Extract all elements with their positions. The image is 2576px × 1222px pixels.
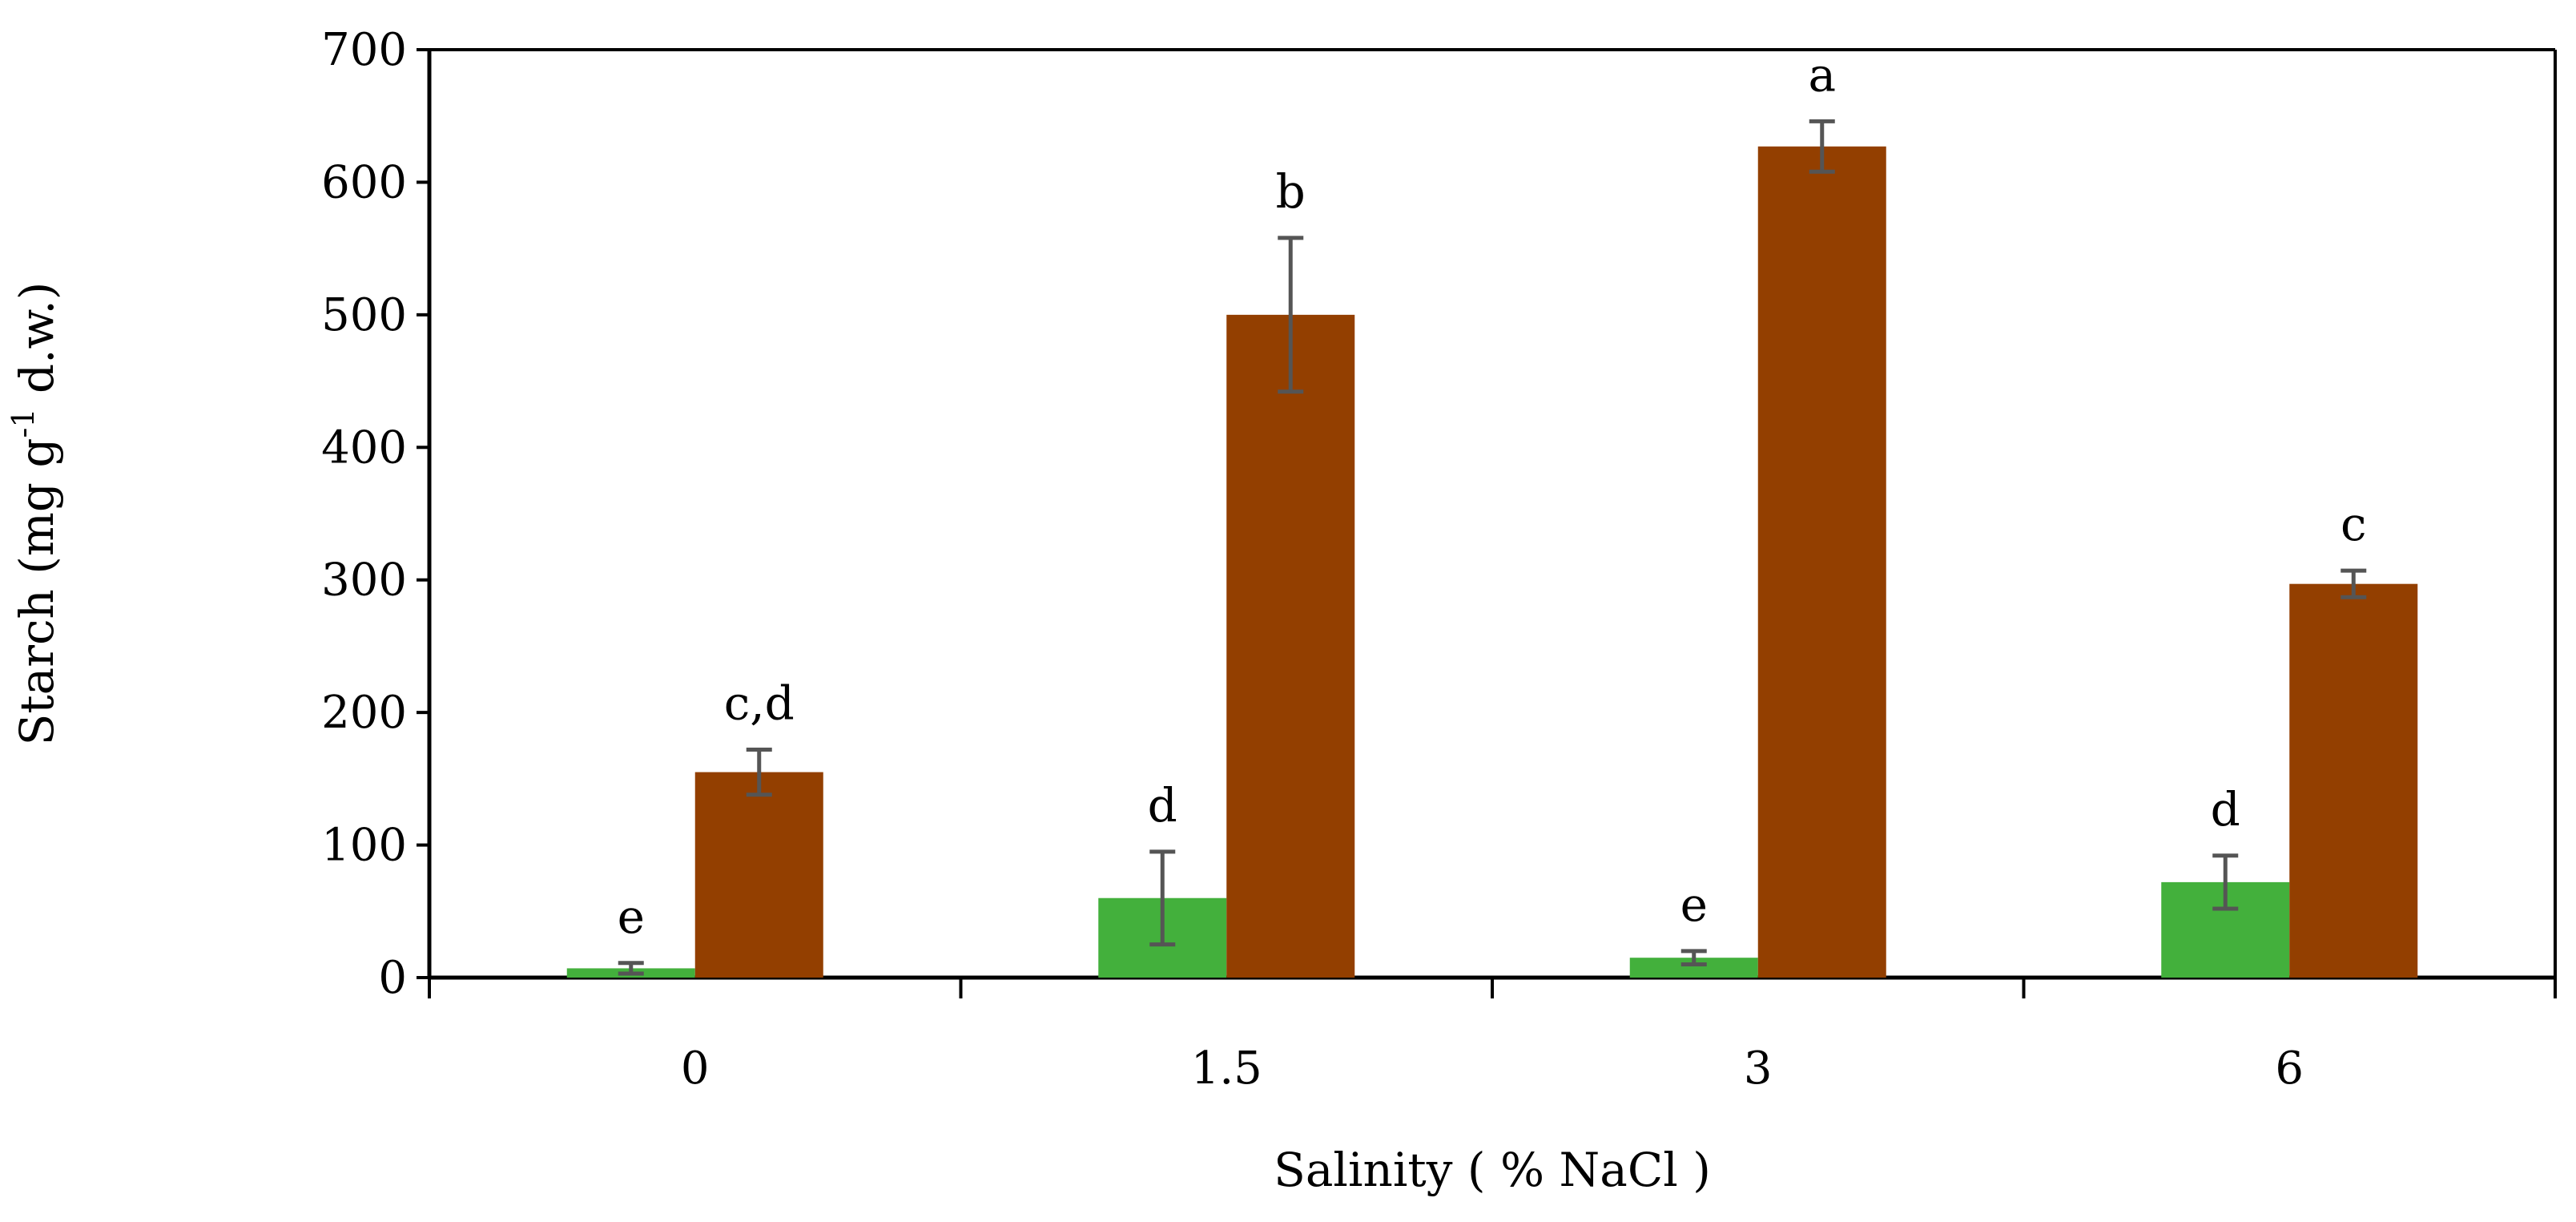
y-tick-label: 300 [321,555,407,607]
x-axis-title: Salinity ( % NaCl ) [1274,1143,1711,1197]
x-tick-label: 0 [681,1043,710,1095]
x-ticks [428,978,2557,998]
significance-label-series-green-0: e [618,889,645,944]
significance-label-series-brown-3: c [2341,497,2366,551]
y-tick-labels: 0 100 200 300 400 500 600 700 [321,24,407,1004]
y-tick-label: 400 [321,421,407,474]
significance-label-series-brown-2: a [1808,47,1836,102]
error-bars [618,119,2367,976]
y-axis-title-tail: d.w.) [10,282,64,409]
y-tick-label: 200 [321,687,407,739]
x-tick-labels: 0 1.5 3 6 [681,1043,2304,1095]
bar-series-brown-1 [1226,314,1355,978]
significance-label-series-brown-0: c,d [724,676,795,730]
y-axis-title: Starch (mg g-1 d.w.) [6,282,64,746]
y-ticks [417,48,429,979]
significance-label-series-green-2: e [1680,877,1708,932]
x-tick-label: 3 [1744,1043,1773,1095]
y-tick-label: 700 [321,24,407,76]
y-tick-label: 500 [321,289,407,341]
bar-series-brown-0 [694,772,823,978]
x-tick-label: 6 [2275,1043,2304,1095]
significance-label-series-green-1: d [1148,778,1177,833]
significance-label-series-brown-1: b [1276,164,1306,219]
y-axis-title-main: Starch (mg g [10,438,64,745]
y-tick-label: 600 [321,156,407,208]
bars [566,146,2418,978]
y-tick-label: 100 [321,820,407,872]
bar-series-brown-3 [2289,583,2418,978]
significance-labels: e d e d c,d b a c [618,47,2367,943]
x-tick-label: 1.5 [1191,1043,1262,1095]
significance-label-series-green-3: d [2211,782,2240,837]
bar-series-brown-2 [1757,146,1886,978]
y-tick-label: 0 [378,952,407,1004]
y-axis-title-superscript: -1 [6,408,41,438]
